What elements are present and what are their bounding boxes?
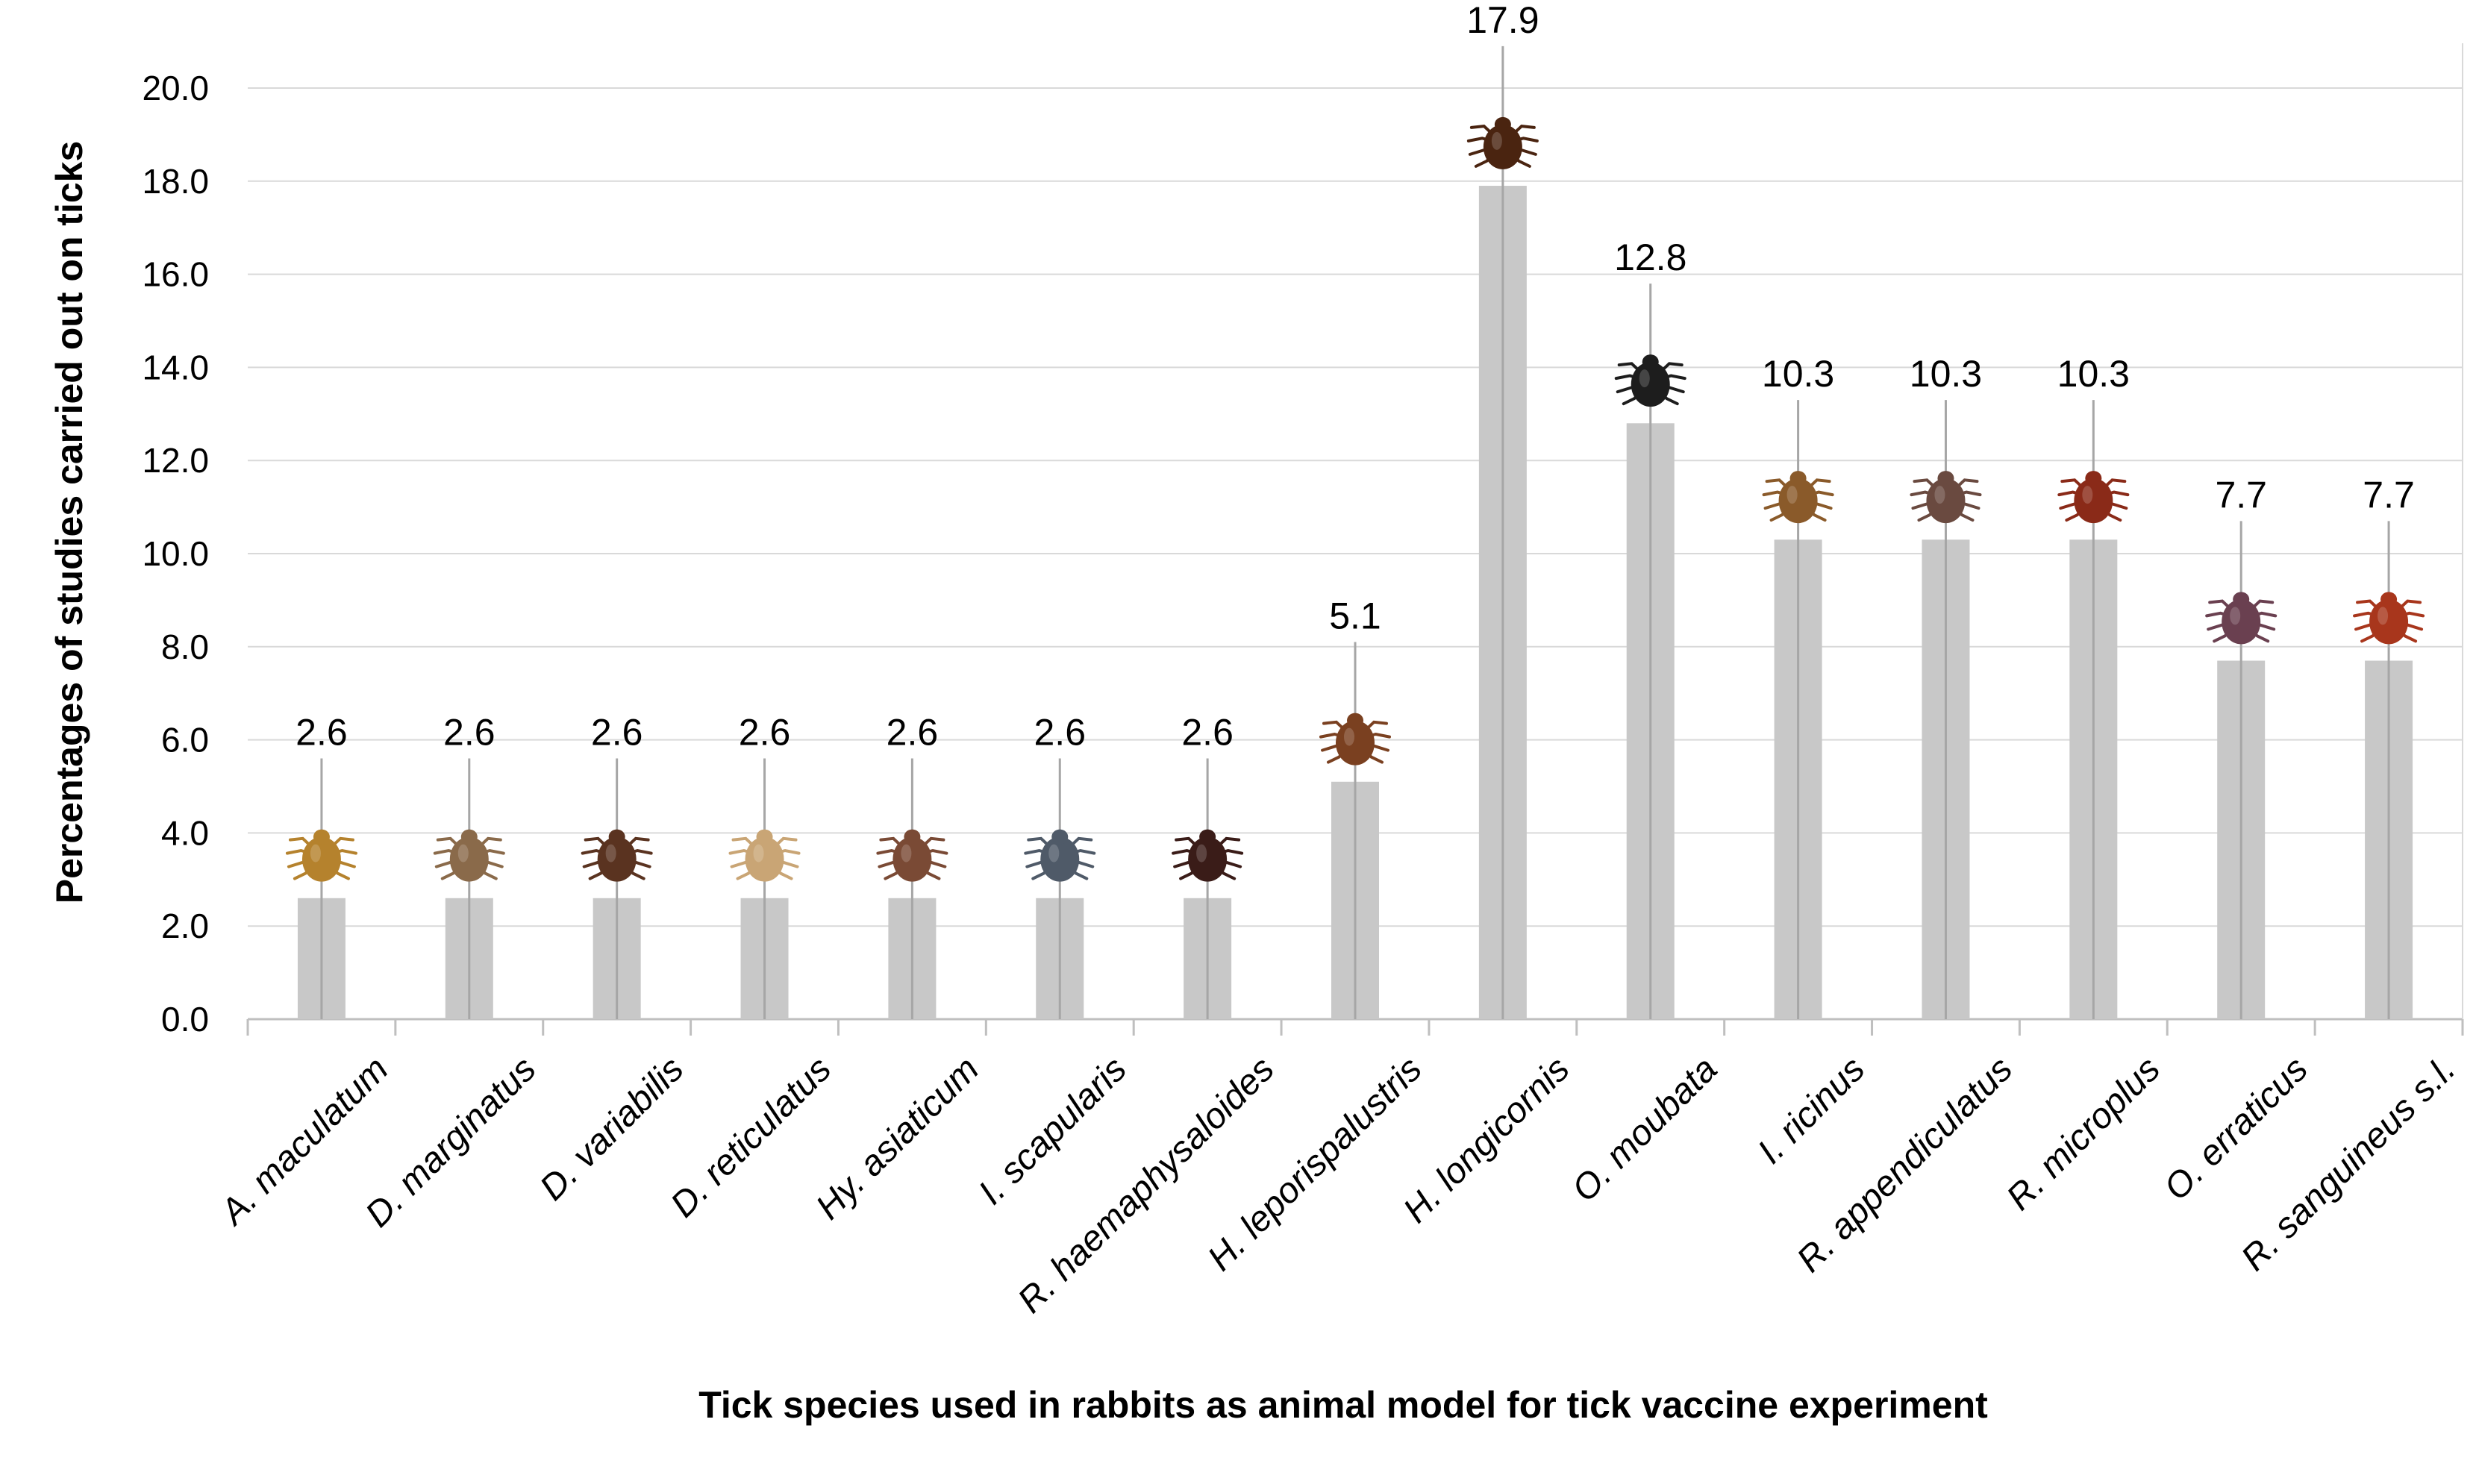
tick-highlight <box>1934 486 1945 504</box>
x-category-label: O. moubata <box>1565 1049 1725 1209</box>
tick-head <box>1642 354 1659 370</box>
tick-highlight <box>605 844 616 862</box>
tick-highlight <box>1786 486 1798 504</box>
data-label: 7.7 <box>2363 474 2415 516</box>
y-tick-label: 18.0 <box>142 162 209 201</box>
x-category-label: I. scapularis <box>971 1049 1134 1212</box>
tick-head <box>2085 471 2102 486</box>
tick-body <box>1778 478 1818 524</box>
data-label: 10.3 <box>1762 353 1834 395</box>
tick-highlight <box>1048 844 1060 862</box>
tick-icon <box>876 829 948 882</box>
data-label: 10.3 <box>1910 353 1982 395</box>
tick-head <box>1937 471 1954 486</box>
tick-body <box>1188 836 1228 882</box>
tick-icon <box>1910 471 1982 524</box>
y-tick-label: 12.0 <box>142 441 209 480</box>
x-axis-title: Tick species used in rabbits as animal m… <box>698 1384 1988 1426</box>
data-label: 7.7 <box>2215 474 2267 516</box>
y-tick-label: 16.0 <box>142 255 209 294</box>
data-label: 17.9 <box>1466 0 1539 41</box>
tick-icon <box>1466 116 1539 169</box>
tick-highlight <box>1491 131 1502 150</box>
tick-icon <box>728 829 801 882</box>
tick-icon <box>2353 592 2425 645</box>
tick-highlight <box>310 844 321 862</box>
tick-icon <box>2057 471 2130 524</box>
y-axis-title: Percentages of studies carried out on ti… <box>49 141 90 904</box>
tick-head <box>1347 713 1363 728</box>
tick-highlight <box>2082 486 2093 504</box>
tick-highlight <box>2230 607 2241 625</box>
y-tick-label: 2.0 <box>161 907 209 945</box>
data-label: 2.6 <box>739 712 791 754</box>
data-label: 2.6 <box>887 712 939 754</box>
tick-icon <box>1172 829 1244 882</box>
y-tick-label: 20.0 <box>142 69 209 107</box>
data-labels: 2.6 2.6 2.6 2.6 2.6 2.6 2.6 5.1 17.9 12.8 10.3 10.3… <box>285 0 2425 1019</box>
data-label: 2.6 <box>591 712 643 754</box>
tick-body <box>1336 720 1375 766</box>
tick-highlight <box>1639 369 1650 388</box>
tick-icon <box>1319 713 1391 766</box>
data-label: 2.6 <box>1181 712 1234 754</box>
tick-body <box>2074 478 2113 524</box>
tick-highlight <box>1344 727 1354 746</box>
tick-head <box>2233 592 2250 607</box>
tick-icon <box>433 829 505 882</box>
y-tick-label: 0.0 <box>161 1000 209 1039</box>
tick-body <box>1926 478 1966 524</box>
data-label: 12.8 <box>1614 237 1686 278</box>
y-tick-label: 8.0 <box>161 627 209 666</box>
tick-body <box>597 836 637 882</box>
tick-head <box>2380 592 2398 607</box>
tick-head <box>1494 116 1511 132</box>
data-label: 2.6 <box>296 712 348 754</box>
tick-icon <box>581 829 653 882</box>
data-label: 2.6 <box>1034 712 1087 754</box>
tick-highlight <box>1196 844 1207 862</box>
y-tick-label: 6.0 <box>161 721 209 760</box>
tick-icon <box>1024 829 1096 882</box>
tick-head <box>460 829 478 845</box>
tick-body <box>1040 836 1080 882</box>
data-label: 5.1 <box>1329 595 1381 637</box>
tick-head <box>1051 829 1069 845</box>
tick-highlight <box>753 844 764 862</box>
tick-head <box>756 829 773 845</box>
x-category-label: O. erraticus <box>2157 1049 2316 1208</box>
tick-body <box>2369 599 2409 645</box>
y-tick-label: 14.0 <box>142 348 209 386</box>
tick-body <box>1631 362 1670 407</box>
tick-head <box>1789 471 1807 486</box>
tick-head <box>313 829 330 845</box>
x-category-label: R. microplus <box>1999 1049 2168 1218</box>
tick-icon <box>285 829 357 882</box>
tick-body <box>449 836 489 882</box>
tick-highlight <box>2377 607 2389 625</box>
tick-body <box>1483 124 1522 169</box>
x-category-label: I. ricinus <box>1751 1049 1873 1171</box>
tick-body <box>892 836 932 882</box>
data-label: 2.6 <box>443 712 495 754</box>
tick-highlight <box>457 844 469 862</box>
tick-body <box>301 836 341 882</box>
x-category-label: D. variabilis <box>533 1049 692 1208</box>
tick-head <box>608 829 625 845</box>
tick-icon <box>1614 354 1686 407</box>
y-tick-label: 10.0 <box>142 534 209 573</box>
tick-highlight <box>901 844 912 862</box>
tick-body <box>2222 599 2261 645</box>
tick-head <box>904 829 921 845</box>
data-label: 10.3 <box>2057 353 2130 395</box>
tick-body <box>745 836 784 882</box>
tick-icon <box>2205 592 2278 645</box>
x-category-label: R. haemaphysaloides <box>1010 1049 1282 1321</box>
tick-head <box>1199 829 1216 845</box>
tick-icon <box>1762 471 1834 524</box>
y-tick-label: 4.0 <box>161 813 209 852</box>
